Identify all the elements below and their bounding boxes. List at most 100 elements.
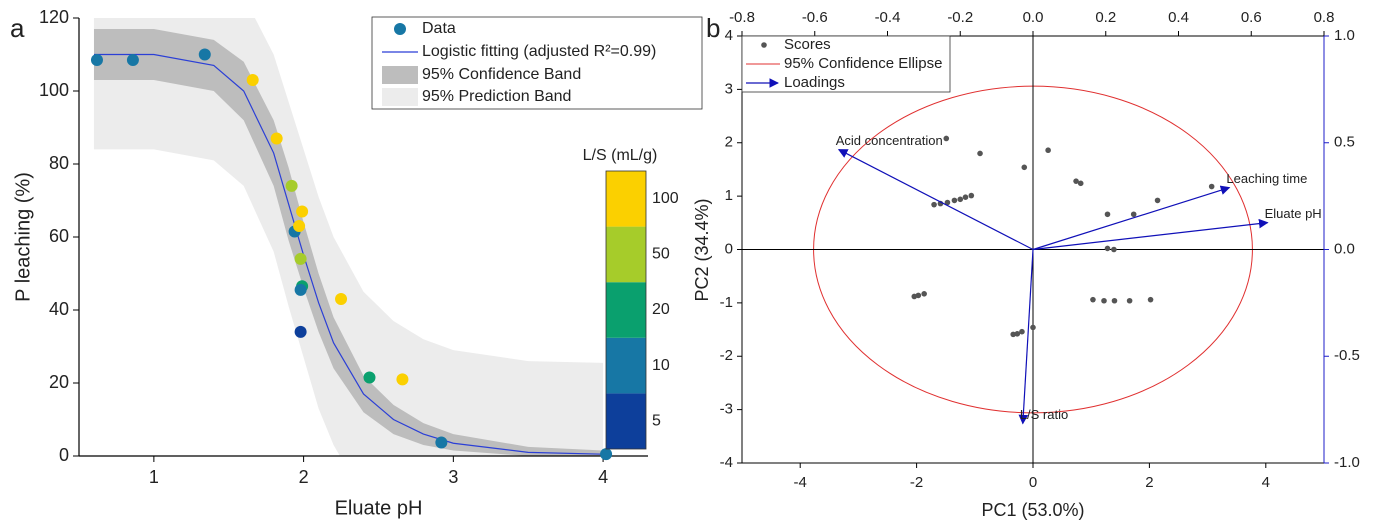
legend-marker	[394, 23, 406, 35]
data-point	[293, 220, 306, 233]
loading-arrow	[1032, 185, 1231, 251]
band	[93, 18, 604, 456]
score-point	[957, 196, 964, 203]
data-point	[435, 436, 448, 449]
score-point	[1014, 331, 1021, 337]
score-point	[1010, 331, 1017, 338]
y-tick-label: -4	[720, 454, 733, 471]
x2-tick-label: -0.2	[947, 9, 973, 26]
data-point	[296, 205, 309, 218]
score-point	[1019, 328, 1025, 335]
score-point	[1104, 211, 1111, 218]
y-tick-label: 2	[725, 134, 733, 151]
colorbar-label: 5	[652, 412, 661, 429]
data-point	[270, 132, 283, 145]
x-tick-label: 1	[149, 467, 159, 487]
colorbar-swatch	[606, 337, 646, 394]
data-point	[363, 371, 376, 384]
score-point	[977, 150, 983, 157]
y2-tick-label: 0.0	[1334, 240, 1355, 257]
y-tick-label: 0	[725, 240, 733, 257]
colorbar-label: 10	[652, 357, 670, 374]
x-tick-label: 2	[299, 467, 309, 487]
score-point	[1154, 197, 1161, 204]
y-tick-label: 0	[59, 445, 69, 465]
y2-tick-label: 0.5	[1334, 134, 1355, 151]
colorbar-swatch	[606, 393, 646, 449]
y-tick-label: 1	[725, 187, 733, 204]
y-tick-label: 40	[49, 299, 69, 319]
score-point	[1147, 296, 1154, 303]
data-point	[294, 283, 307, 296]
y-tick-label: 60	[49, 226, 69, 246]
colorbar-swatch	[606, 226, 646, 283]
x-tick-label: 3	[448, 467, 458, 487]
data-point	[285, 179, 298, 192]
y-axis-title: P leaching (%)	[12, 172, 34, 302]
legend-label: Data	[422, 20, 456, 37]
colorbar-label: 50	[652, 246, 670, 263]
y-tick-label: 4	[725, 27, 733, 44]
score-point	[968, 192, 975, 199]
y-tick-label: -3	[720, 401, 733, 418]
loading-label: Acid concentration	[836, 133, 943, 148]
score-point	[1021, 164, 1028, 171]
data-point	[90, 53, 103, 66]
legend-label: Logistic fitting (adjusted R²=0.99)	[422, 43, 656, 60]
score-point	[921, 291, 927, 297]
score-point	[1126, 297, 1133, 304]
loading-label: L/S ratio	[1020, 407, 1068, 422]
score-point	[1104, 245, 1111, 252]
score-point	[962, 194, 969, 200]
data-point	[246, 74, 259, 87]
x-tick-label: -4	[794, 474, 807, 491]
score-point	[943, 135, 950, 142]
x2-tick-label: 0.8	[1314, 9, 1335, 26]
x-tick-label: 0	[1029, 474, 1037, 491]
x2-tick-label: 0.2	[1095, 9, 1116, 26]
panel-label: b	[706, 13, 720, 43]
y-tick-label: 20	[49, 372, 69, 392]
colorbar-label: 100	[652, 190, 679, 207]
data-point	[126, 53, 139, 66]
legend-label: Loadings	[784, 74, 845, 91]
score-point	[915, 292, 922, 299]
y-tick-label: 3	[725, 80, 733, 97]
score-point	[1090, 296, 1096, 303]
legend-marker	[382, 88, 418, 106]
y-tick-label: 80	[49, 153, 69, 173]
x-axis-title: PC1 (53.0%)	[981, 500, 1084, 520]
data-point	[600, 448, 613, 461]
data-point	[198, 48, 211, 61]
score-point	[1045, 147, 1051, 154]
y-tick-label: -1	[720, 294, 733, 311]
loading-label: Leaching time	[1226, 171, 1307, 186]
y2-tick-label: -1.0	[1334, 454, 1360, 471]
data-point	[294, 325, 307, 338]
loading-label: Eluate pH	[1265, 206, 1322, 221]
x2-tick-label: 0.4	[1168, 9, 1189, 26]
score-point	[1101, 297, 1107, 304]
colorbar-swatch	[606, 171, 646, 227]
score-point	[1077, 180, 1084, 187]
data-point	[335, 293, 348, 306]
y-tick-label: 100	[39, 80, 69, 100]
y-tick-label: -2	[720, 347, 733, 364]
score-point	[1111, 297, 1118, 304]
score-point	[951, 197, 958, 204]
x2-tick-label: -0.6	[802, 9, 828, 26]
score-point	[1030, 324, 1036, 331]
colorbar-frame	[605, 170, 647, 450]
panel-label: a	[10, 13, 25, 43]
x2-tick-label: -0.4	[875, 9, 901, 26]
legend-label: 95% Confidence Band	[422, 66, 581, 83]
x2-tick-label: 0.6	[1241, 9, 1262, 26]
loading-arrow	[837, 149, 1034, 251]
y-axis-title: PC2 (34.4%)	[692, 198, 712, 301]
x-tick-label: 4	[598, 467, 608, 487]
legend-label: 95% Prediction Band	[422, 88, 571, 105]
colorbar-label: 20	[652, 301, 670, 318]
colorbar-swatch	[606, 282, 646, 338]
x-tick-label: -2	[910, 474, 923, 491]
